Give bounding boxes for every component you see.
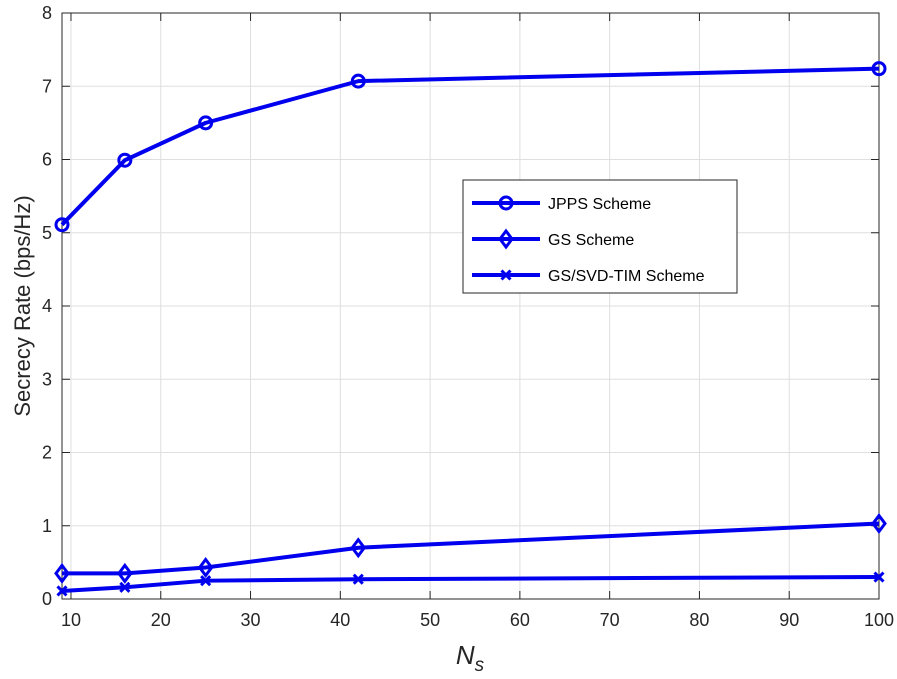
series-line	[60, 66, 880, 227]
legend-label: JPPS Scheme	[548, 196, 651, 213]
data-point	[54, 217, 70, 233]
series-2	[56, 571, 885, 597]
data-point	[200, 575, 212, 587]
series-group	[54, 61, 887, 597]
x-axis-label: Ns	[456, 640, 485, 676]
data-point	[116, 562, 133, 584]
legend-item: GS Scheme	[472, 228, 634, 250]
x-tick-label: 20	[151, 610, 171, 630]
x-tick-label: 100	[864, 610, 894, 630]
series-1	[54, 513, 887, 584]
data-point	[352, 573, 364, 585]
x-tick-label: 10	[61, 610, 81, 630]
y-axis-label: Secrecy Rate (bps/Hz)	[10, 195, 35, 416]
x-tick-label: 60	[510, 610, 530, 630]
data-point	[873, 571, 885, 583]
x-tick-label: 40	[330, 610, 350, 630]
y-tick-label: 1	[42, 516, 52, 536]
data-point	[117, 152, 133, 168]
y-tick-label: 4	[42, 296, 52, 316]
series-line	[62, 521, 880, 576]
legend-item: GS/SVD-TIM Scheme	[472, 268, 705, 285]
data-point	[871, 61, 887, 77]
legend-label: GS/SVD-TIM Scheme	[548, 268, 705, 285]
data-point	[350, 537, 367, 559]
legend-marker	[498, 195, 514, 211]
x-tick-label: 90	[779, 610, 799, 630]
y-tick-label: 6	[42, 150, 52, 170]
data-point	[54, 562, 70, 584]
y-tick-label: 8	[42, 3, 52, 23]
legend: JPPS Scheme GS Scheme GS/SVD-TIM Scheme	[462, 179, 738, 294]
data-point	[56, 585, 68, 597]
legend-marker	[498, 228, 514, 250]
data-point	[119, 581, 131, 593]
data-point	[350, 73, 366, 89]
y-tick-label: 0	[42, 589, 52, 609]
legend-label: GS Scheme	[548, 232, 634, 249]
x-tick-labels: 10 20 30 40 50 60 70 80 90 100	[61, 610, 894, 630]
y-tick-label: 2	[42, 443, 52, 463]
series-0	[54, 61, 887, 233]
y-tick-label: 3	[42, 369, 52, 389]
data-point	[198, 115, 214, 131]
x-tick-label: 80	[689, 610, 709, 630]
data-point	[197, 557, 214, 579]
x-tick-label: 30	[241, 610, 261, 630]
y-tick-label: 5	[42, 223, 52, 243]
legend-item: JPPS Scheme	[472, 195, 651, 213]
y-tick-label: 7	[42, 76, 52, 96]
x-tick-label: 70	[600, 610, 620, 630]
data-point	[871, 513, 887, 535]
x-tick-label: 50	[420, 610, 440, 630]
legend-marker	[500, 269, 512, 281]
y-tick-labels: 0 1 2 3 4 5 6 7 8	[42, 3, 52, 609]
